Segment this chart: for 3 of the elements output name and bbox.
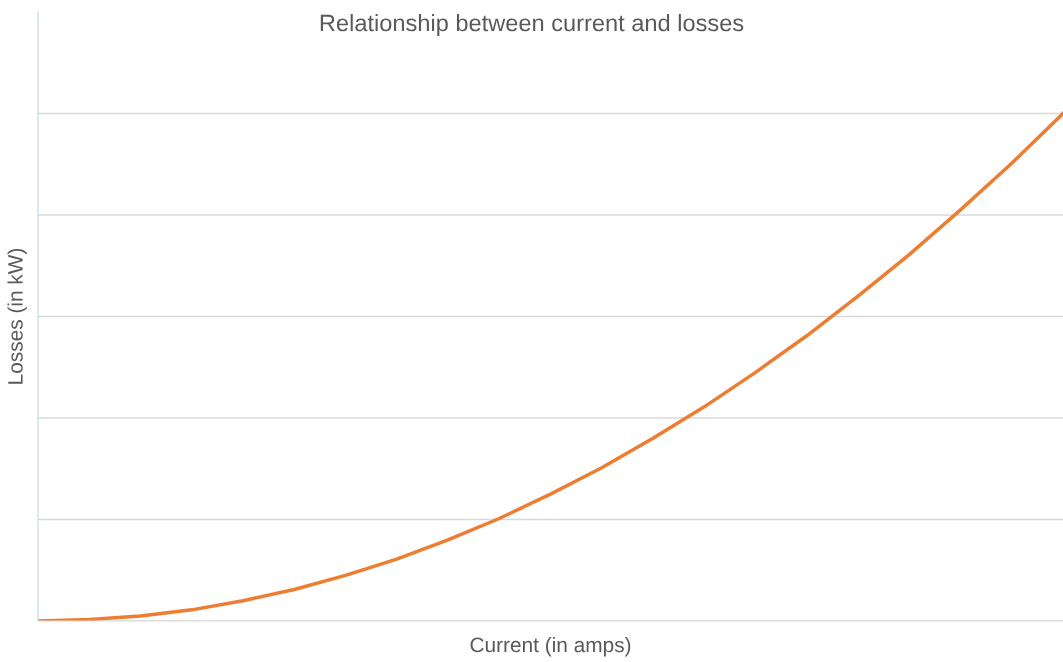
x-axis-title: Current (in amps) bbox=[470, 636, 631, 657]
y-axis-title: Losses (in kW) bbox=[7, 248, 27, 384]
chart-title: Relationship between current and losses bbox=[320, 14, 744, 36]
